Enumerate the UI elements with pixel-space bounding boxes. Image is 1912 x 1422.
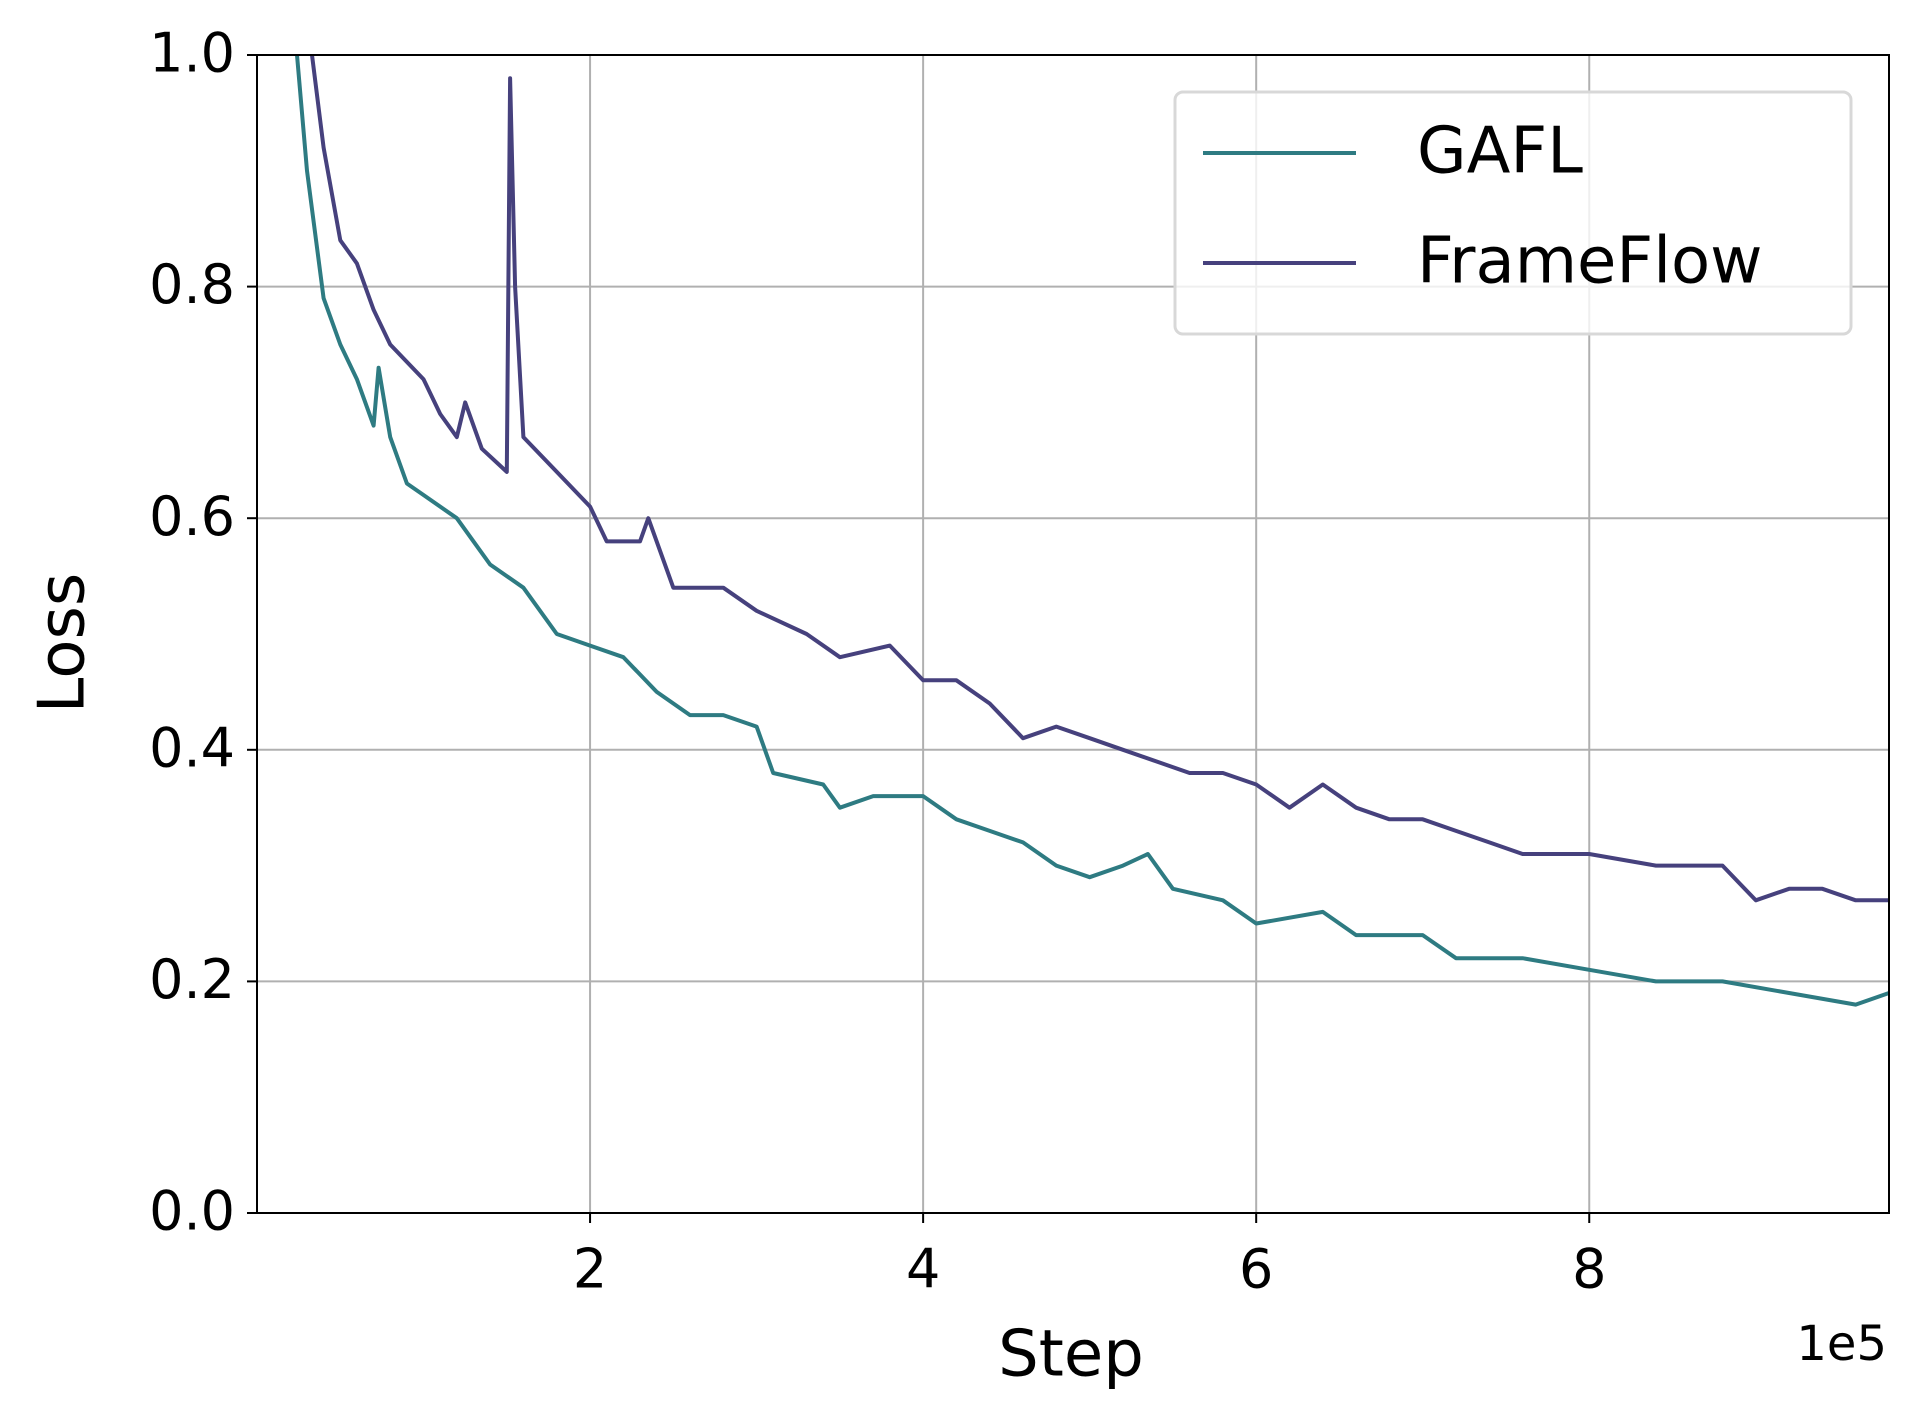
x-axis-label: Step [998, 1318, 1144, 1392]
y-tick-label: 0.4 [149, 716, 235, 779]
x-tick-label: 8 [1572, 1238, 1606, 1301]
x-offset-label: 1e5 [1796, 1316, 1887, 1372]
y-tick-label: 0.6 [149, 485, 235, 548]
y-tick-label: 0.8 [149, 253, 235, 316]
x-tick-label: 4 [906, 1238, 940, 1301]
y-tick-label: 1.0 [149, 22, 235, 85]
plot-frame [256, 54, 1890, 1214]
legend-label: GAFL [1417, 115, 1583, 189]
x-tick-label: 6 [1239, 1238, 1273, 1301]
x-tick-label: 2 [573, 1238, 607, 1301]
line-series [295, 54, 1890, 1007]
legend-label: FrameFlow [1417, 225, 1763, 299]
line-series [310, 54, 1889, 903]
y-tick-label: 0.2 [149, 948, 235, 1011]
y-tick-label: 0.0 [149, 1180, 235, 1243]
y-axis-label: Loss [26, 573, 100, 713]
